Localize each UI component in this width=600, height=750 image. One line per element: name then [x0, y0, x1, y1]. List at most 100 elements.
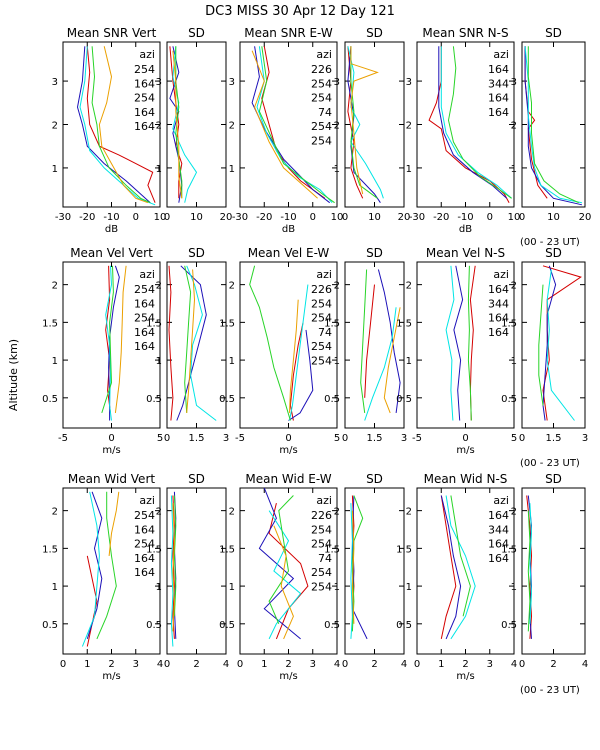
panel-title: SD: [366, 472, 383, 486]
series-line-red: [469, 265, 476, 421]
x-tick-label: 0: [519, 212, 525, 223]
series-line-cyan: [347, 46, 384, 199]
x-tick-label: 5: [157, 433, 163, 444]
altitude-axis-label: Altitude (km): [7, 339, 20, 411]
x-axis-label: m/s: [456, 445, 474, 456]
x-tick-label: 0: [310, 212, 316, 223]
x-tick-label: -10: [103, 212, 119, 223]
legend-entry: 164: [134, 552, 155, 565]
y-tick-label: 2: [334, 507, 340, 518]
x-tick-label: 2: [550, 659, 556, 670]
y-tick-label: 0.5: [501, 620, 517, 631]
legend-header: azi: [139, 48, 155, 61]
series-line-blue: [288, 329, 314, 421]
panel-title: Mean Vel N-S: [426, 246, 505, 260]
series-line-blue: [76, 46, 151, 204]
panel-title: Mean SNR E-W: [244, 26, 333, 40]
series-line-cyan: [105, 265, 113, 421]
y-tick-label: 1: [52, 582, 58, 593]
y-tick-label: 2: [156, 507, 162, 518]
y-tick-label: 2: [406, 507, 412, 518]
y-tick-label: 0.5: [324, 620, 340, 631]
legend-header: azi: [316, 48, 332, 61]
y-tick-label: 1.5: [42, 544, 58, 555]
y-tick-label: 1: [334, 356, 340, 367]
legend-entry: 164: [134, 326, 155, 339]
series-line-orange: [383, 307, 401, 414]
series-line-blue: [377, 269, 401, 413]
x-tick-label: 5: [334, 433, 340, 444]
legend-entry: 164: [488, 552, 509, 565]
series-line-green: [96, 491, 117, 640]
series-line-blue: [176, 265, 207, 421]
series-line-cyan: [364, 307, 397, 421]
y-tick-label: 1.5: [219, 544, 235, 555]
legend-header: azi: [493, 494, 509, 507]
y-tick-label: 2: [52, 281, 58, 292]
legend-entry: 254: [311, 135, 332, 148]
panel-vel-1: Mean Vel Vert-5 0 50.511.52m/sazi254164254…: [42, 246, 163, 456]
legend-entry: 164: [488, 63, 509, 76]
legend-entry: 164: [488, 326, 509, 339]
x-tick-label: 10: [154, 212, 167, 223]
x-tick-label: 2: [462, 659, 468, 670]
panel-title: Mean Wid N-S: [424, 472, 508, 486]
x-tick-label: 10: [368, 212, 381, 223]
legend-entry: 254: [311, 120, 332, 133]
legend-entry: 254: [311, 340, 332, 353]
x-tick-label: 3: [133, 659, 139, 670]
legend-entry: 254: [134, 509, 155, 522]
x-tick-label: 10: [508, 212, 521, 223]
legend-entry: 254: [311, 581, 332, 594]
y-tick-label: 0.5: [396, 620, 412, 631]
x-tick-label: -5: [58, 433, 68, 444]
y-tick-label: 2: [406, 121, 412, 132]
x-tick-label: -20: [256, 212, 272, 223]
panel-title: Mean Wid Vert: [68, 472, 155, 486]
series-line-cyan: [289, 284, 309, 421]
panel-title: Mean Vel Vert: [70, 246, 153, 260]
panel-wid-5: Mean Wid N-S0 1 2 3 40.511.52m/sazi164344164…: [396, 472, 517, 682]
series-line-red: [86, 555, 98, 647]
ut-note-vel: (00 - 23 UT): [520, 458, 580, 469]
series-line-green: [527, 510, 531, 632]
y-tick-label: 0.5: [146, 620, 162, 631]
series-line-green: [249, 265, 291, 421]
y-tick-label: 3: [229, 77, 235, 88]
y-tick-label: 0.5: [324, 394, 340, 405]
legend-entry: 164: [134, 106, 155, 119]
y-tick-label: 1: [334, 164, 340, 175]
x-tick-label: 1: [438, 659, 444, 670]
y-tick-label: 1: [334, 582, 340, 593]
legend-entry: 164: [134, 297, 155, 310]
series-line-cyan: [440, 46, 512, 199]
legend-entry: 254: [311, 566, 332, 579]
series-line-orange: [273, 525, 294, 640]
legend-entry: 164: [134, 523, 155, 536]
x-tick-label: -20: [79, 212, 95, 223]
x-tick-label: 5: [511, 433, 517, 444]
x-tick-label: 4: [401, 659, 407, 670]
legend-entry: 254: [311, 77, 332, 90]
series-line-green: [467, 265, 472, 421]
series-line-cyan: [529, 503, 533, 624]
x-tick-label: 0: [285, 433, 291, 444]
legend-entry: 344: [488, 77, 509, 90]
y-tick-label: 2: [334, 121, 340, 132]
series-line-green: [101, 265, 114, 414]
series-line-cyan: [445, 495, 476, 640]
y-tick-label: 2: [229, 281, 235, 292]
legend-entry: 226: [311, 283, 332, 296]
x-tick-label: 2: [285, 659, 291, 670]
ut-note-wid: (00 - 23 UT): [520, 685, 580, 696]
x-tick-label: 10: [331, 212, 344, 223]
legend-entry: 344: [488, 297, 509, 310]
panel-title: SD: [366, 26, 383, 40]
x-tick-label: 0: [462, 433, 468, 444]
x-tick-label: 0: [164, 212, 170, 223]
legend-header: azi: [493, 268, 509, 281]
y-tick-label: 2: [511, 281, 517, 292]
